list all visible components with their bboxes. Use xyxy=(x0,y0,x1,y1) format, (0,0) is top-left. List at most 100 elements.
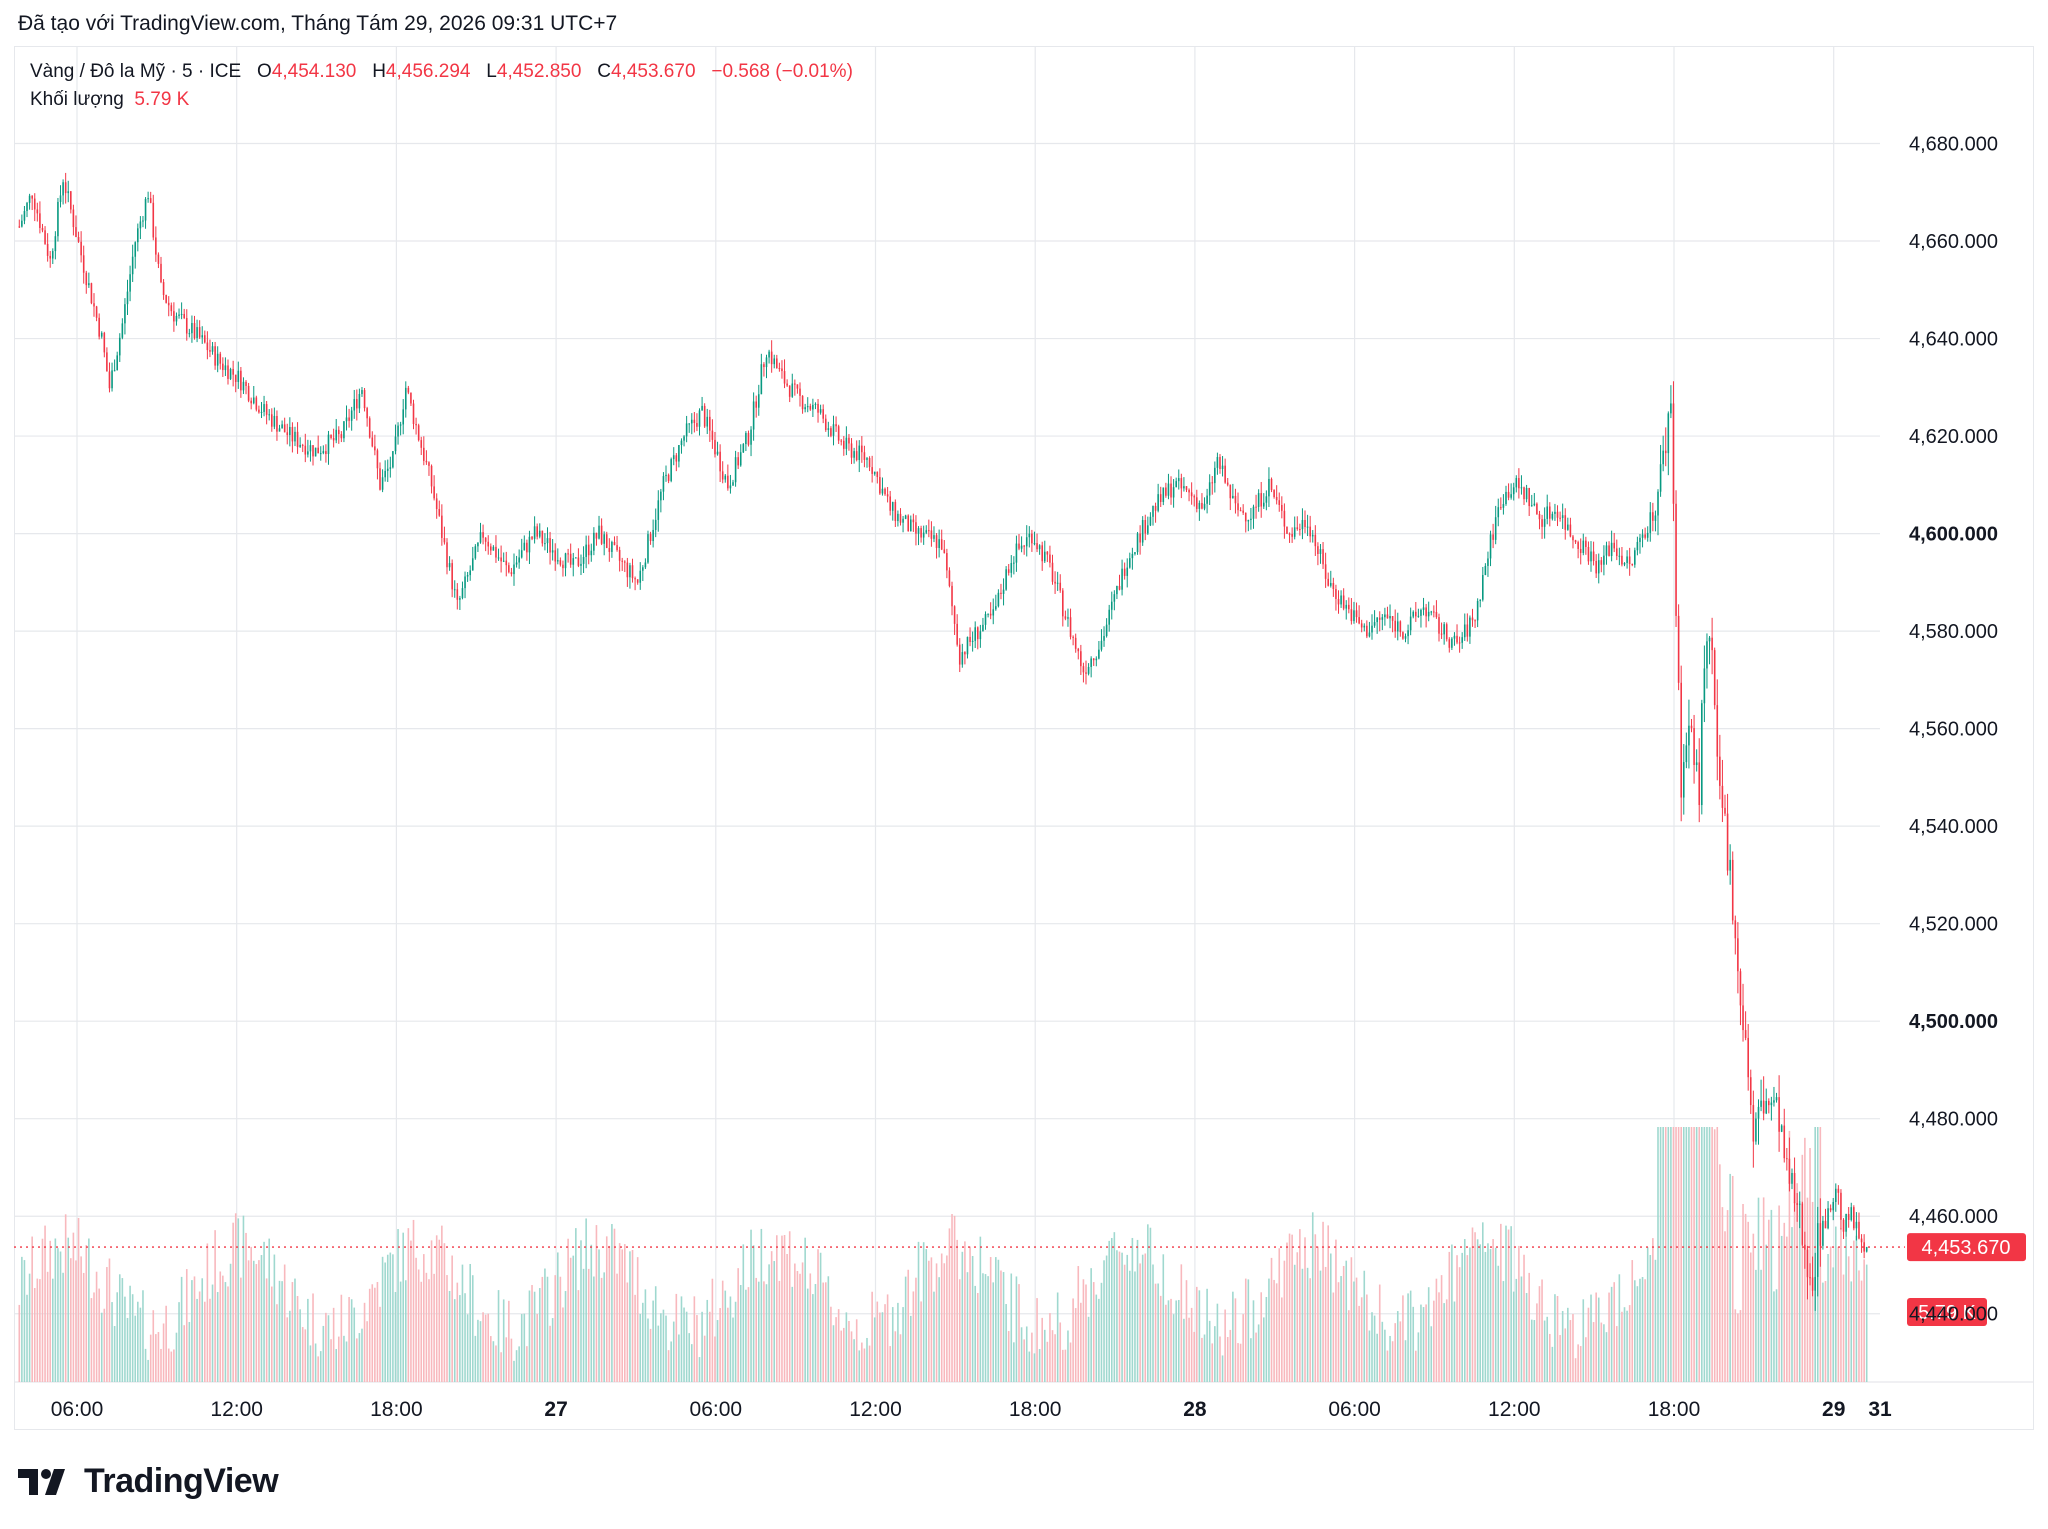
candle-body xyxy=(1487,558,1489,566)
tradingview-brand[interactable]: TradingView xyxy=(18,1462,279,1501)
volume-bar xyxy=(1033,1353,1036,1382)
volume-bar xyxy=(680,1296,683,1382)
candle-body xyxy=(1386,614,1389,619)
candle-body xyxy=(559,560,562,565)
volume-bar xyxy=(214,1230,216,1382)
candle-body xyxy=(1013,562,1015,564)
volume-bar xyxy=(593,1276,595,1382)
volume-bar xyxy=(1494,1247,1497,1382)
volume-bar xyxy=(477,1319,479,1382)
candle-body xyxy=(1512,487,1515,495)
volume-bar xyxy=(562,1307,564,1382)
volume-bar xyxy=(1373,1315,1376,1382)
volume-bar xyxy=(1188,1317,1190,1382)
candle-body xyxy=(124,304,126,324)
candle-body xyxy=(1672,403,1675,504)
volume-bar xyxy=(134,1315,137,1382)
volume-bar xyxy=(281,1281,283,1382)
volume-bar xyxy=(909,1315,912,1382)
candle-body xyxy=(861,445,863,453)
candle-body xyxy=(443,537,446,543)
candle-body xyxy=(1639,537,1641,542)
candle-body xyxy=(938,539,940,548)
volume-bar xyxy=(1592,1322,1595,1382)
candle-body xyxy=(1149,516,1152,526)
candle-body xyxy=(621,560,624,562)
volume-bar xyxy=(188,1322,191,1382)
candle-body xyxy=(675,455,678,462)
candle-body xyxy=(162,282,165,295)
volume-bar xyxy=(1654,1259,1657,1382)
volume-bar xyxy=(31,1236,33,1382)
volume-bar xyxy=(1250,1338,1252,1382)
volume-bar xyxy=(28,1273,31,1382)
candle-body xyxy=(304,445,307,455)
candle-body xyxy=(618,549,621,561)
candle-body xyxy=(1816,1223,1819,1277)
volume-bar xyxy=(1822,1282,1824,1382)
candle-body xyxy=(415,423,417,426)
candle-body xyxy=(1281,505,1283,511)
volume-bar xyxy=(1415,1350,1417,1382)
volume-bar xyxy=(1471,1227,1474,1382)
volume-bar xyxy=(1538,1286,1541,1382)
candle-body xyxy=(371,437,374,447)
candle-body xyxy=(459,598,461,600)
volume-bar xyxy=(1309,1278,1311,1382)
candle-body xyxy=(1670,403,1672,414)
candle-body xyxy=(680,440,683,446)
volume-bar xyxy=(1342,1265,1345,1382)
volume-bar xyxy=(325,1312,327,1382)
candle-body xyxy=(500,557,502,562)
volume-bar xyxy=(1791,1227,1793,1382)
volume-bar xyxy=(1110,1237,1113,1382)
candle-body xyxy=(142,220,144,222)
candle-body xyxy=(526,542,528,553)
candle-body xyxy=(1433,611,1435,613)
volume-bar xyxy=(742,1244,745,1382)
candle-body xyxy=(314,447,317,457)
candle-body xyxy=(425,460,428,463)
volume-bar xyxy=(1484,1251,1487,1382)
candle-body xyxy=(139,221,142,229)
volume-bar xyxy=(1608,1292,1610,1382)
volume-bar xyxy=(1757,1197,1760,1382)
volume-bar xyxy=(1682,1127,1685,1382)
candle-body xyxy=(446,542,448,568)
volume-bar xyxy=(1551,1346,1554,1382)
candle-body xyxy=(1855,1221,1858,1229)
candle-body xyxy=(1737,938,1739,972)
candle-body xyxy=(1025,537,1028,547)
candle-body xyxy=(103,332,106,353)
volume-bar xyxy=(958,1279,961,1382)
volume-bar xyxy=(830,1306,832,1382)
volume-bar xyxy=(1801,1154,1804,1382)
candle-body xyxy=(232,368,234,375)
volume-bar xyxy=(363,1302,366,1382)
candle-body xyxy=(832,424,835,436)
volume-bar xyxy=(513,1360,515,1382)
volume-bar xyxy=(940,1253,943,1382)
candle-body xyxy=(1283,510,1286,527)
candle-body xyxy=(987,613,989,615)
volume-bar xyxy=(410,1240,412,1382)
volume-bar xyxy=(1512,1291,1515,1382)
volume-bar xyxy=(250,1246,252,1382)
candle-body xyxy=(515,562,518,565)
y-tick-label: 4,440.000 xyxy=(1909,1304,1998,1326)
candle-body xyxy=(1105,624,1108,637)
candle-body xyxy=(600,525,603,544)
open-value: 4,454.130 xyxy=(271,61,357,82)
candle-body xyxy=(77,237,80,242)
candle-body xyxy=(1363,625,1366,628)
volume-bar xyxy=(1304,1237,1306,1382)
volume-bar xyxy=(1391,1341,1394,1382)
volume-bar xyxy=(1329,1253,1332,1382)
volume-bar xyxy=(946,1255,948,1382)
candle-body xyxy=(1023,545,1025,547)
volume-bar xyxy=(1190,1307,1193,1382)
candle-body xyxy=(1530,505,1533,507)
volume-bar xyxy=(587,1268,590,1382)
candle-body xyxy=(1420,609,1422,616)
